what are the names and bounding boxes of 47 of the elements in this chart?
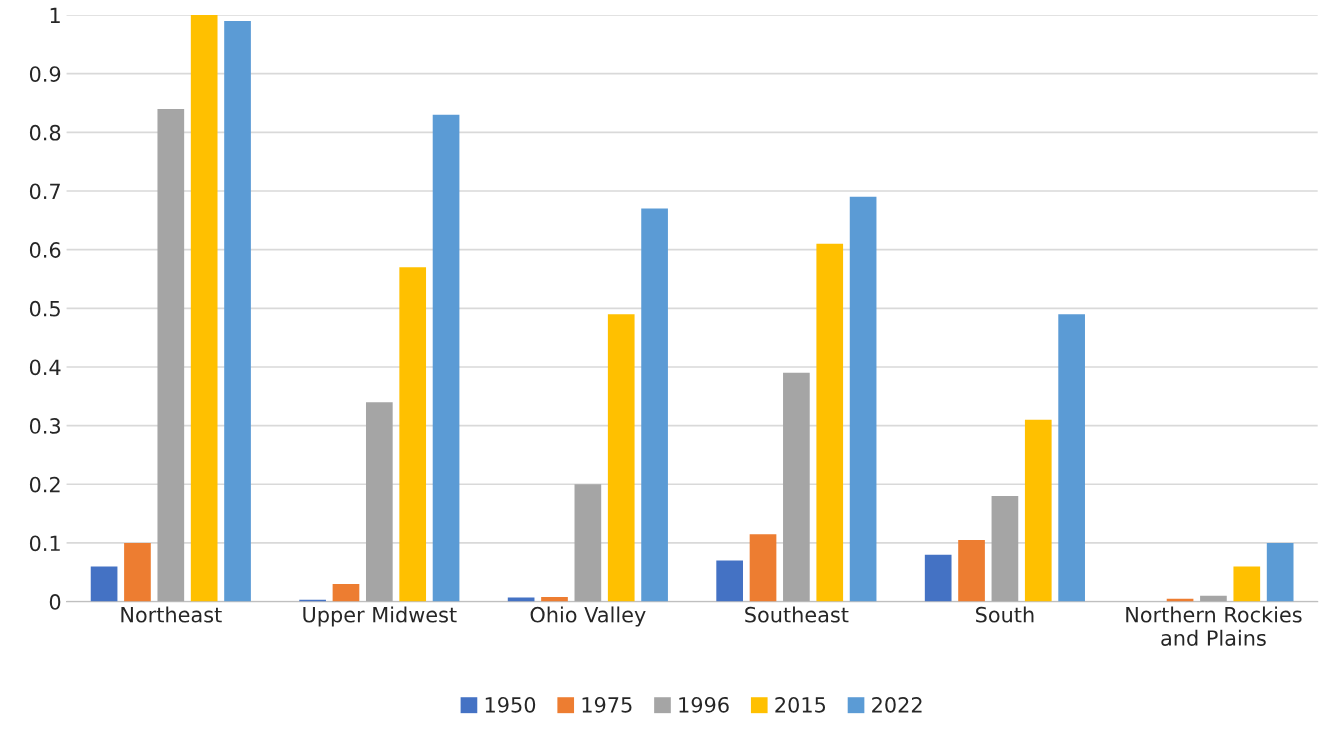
bar <box>749 534 777 602</box>
bar <box>924 554 952 602</box>
bar <box>958 540 985 602</box>
y-tick-label: 0.3 <box>29 418 61 434</box>
bar <box>432 114 460 602</box>
bar <box>849 196 877 602</box>
legend-label: 2015 <box>775 696 826 713</box>
bar <box>399 267 427 602</box>
bar <box>365 402 393 602</box>
bar <box>190 15 218 602</box>
y-tick-label: 0.7 <box>29 183 60 200</box>
x-tick-label: Ohio Valley <box>530 606 646 627</box>
bar <box>90 566 118 602</box>
legend-label: 2022 <box>872 696 922 713</box>
bar <box>991 496 1019 602</box>
y-tick-label: 0.6 <box>29 242 61 258</box>
y-tick-label: 0.1 <box>29 535 60 552</box>
x-tick-label: South <box>976 606 1034 623</box>
y-tick-label: 0.9 <box>29 66 61 82</box>
x-tick-label: Upper Midwest <box>303 606 457 627</box>
bar <box>1024 419 1052 602</box>
bar <box>507 597 535 602</box>
x-tick-label: Northeast <box>121 606 222 623</box>
y-tick-label: 0 <box>49 594 61 610</box>
bar <box>1266 542 1294 602</box>
y-tick-label: 1 <box>50 7 60 23</box>
bar <box>816 243 844 602</box>
bar <box>574 484 602 602</box>
bar <box>607 314 635 602</box>
bar <box>1058 314 1085 602</box>
bar <box>124 542 151 602</box>
x-tick-label: Northern Rockies and Plains <box>1126 606 1302 646</box>
bar <box>641 208 668 602</box>
bar <box>224 20 251 602</box>
bar <box>716 560 743 602</box>
bar <box>783 372 810 602</box>
legend-label: 1950 <box>485 696 536 713</box>
y-tick-label: 0.8 <box>29 124 61 141</box>
y-tick-label: 0.2 <box>29 476 60 493</box>
y-tick-label: 0.4 <box>29 359 61 376</box>
y-tick-label: 0.5 <box>29 300 60 317</box>
bar <box>1233 566 1261 602</box>
legend-label: 1975 <box>582 696 632 713</box>
bar <box>157 108 185 602</box>
legend-label: 1996 <box>679 696 729 713</box>
bar <box>332 584 360 602</box>
x-tick-label: Southeast <box>745 606 849 623</box>
